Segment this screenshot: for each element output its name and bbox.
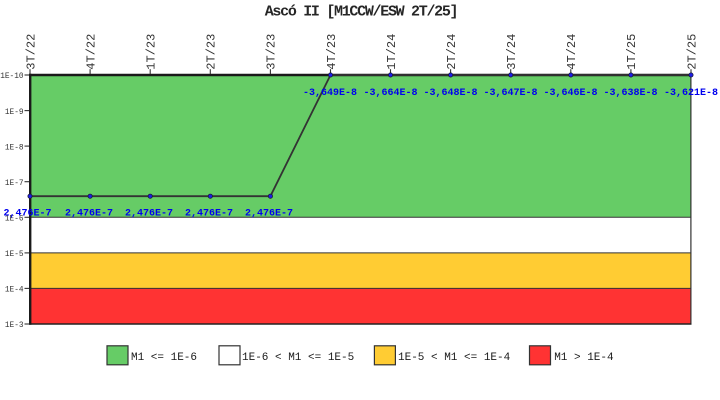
svg-text:-3,649E-8: -3,649E-8: [303, 88, 357, 99]
svg-text:2,476E-7: 2,476E-7: [125, 209, 173, 220]
svg-text:3T/22: 3T/22: [24, 34, 38, 70]
svg-text:2,476E-7: 2,476E-7: [185, 209, 233, 220]
svg-text:-3,664E-8: -3,664E-8: [363, 88, 417, 99]
svg-text:1E-8: 1E-8: [5, 144, 24, 152]
svg-text:4T/23: 4T/23: [325, 34, 339, 70]
svg-text:1E-4: 1E-4: [5, 287, 24, 295]
svg-text:1T/24: 1T/24: [385, 34, 399, 70]
svg-text:2,476E-7: 2,476E-7: [245, 209, 293, 220]
svg-text:2,476E-7: 2,476E-7: [3, 209, 51, 220]
svg-text:2T/24: 2T/24: [445, 34, 459, 70]
svg-text:4T/22: 4T/22: [84, 34, 98, 70]
svg-text:1E-7: 1E-7: [5, 180, 24, 188]
svg-text:-3,648E-8: -3,648E-8: [423, 88, 477, 99]
svg-text:1E-6 < M1 <= 1E-5: 1E-6 < M1 <= 1E-5: [242, 352, 354, 364]
svg-text:1T/25: 1T/25: [625, 34, 639, 70]
svg-text:-3,638E-8: -3,638E-8: [603, 88, 657, 99]
svg-text:2T/25: 2T/25: [685, 34, 699, 70]
svg-text:3T/23: 3T/23: [265, 34, 279, 70]
svg-text:M1 <= 1E-6: M1 <= 1E-6: [131, 352, 197, 364]
svg-text:-3,647E-8: -3,647E-8: [483, 88, 537, 99]
svg-text:Ascó II [M1CCW/ESW 2T/25]: Ascó II [M1CCW/ESW 2T/25]: [265, 4, 458, 21]
svg-text:M1 > 1E-4: M1 > 1E-4: [554, 352, 614, 364]
svg-text:1E-5: 1E-5: [5, 251, 24, 259]
svg-text:1E-5 < M1 <= 1E-4: 1E-5 < M1 <= 1E-4: [398, 352, 511, 364]
svg-text:3T/24: 3T/24: [505, 34, 519, 70]
svg-text:1E-9: 1E-9: [5, 109, 24, 117]
svg-text:-3,621E-8: -3,621E-8: [664, 88, 718, 99]
svg-text:-3,646E-8: -3,646E-8: [543, 88, 597, 99]
svg-text:2T/23: 2T/23: [205, 34, 219, 70]
svg-text:2,476E-7: 2,476E-7: [65, 209, 113, 220]
svg-text:1E-6: 1E-6: [5, 216, 24, 224]
svg-text:1E-10: 1E-10: [0, 73, 24, 81]
svg-text:1T/23: 1T/23: [145, 34, 159, 70]
svg-text:4T/24: 4T/24: [565, 34, 579, 70]
svg-text:1E-3: 1E-3: [5, 322, 24, 330]
